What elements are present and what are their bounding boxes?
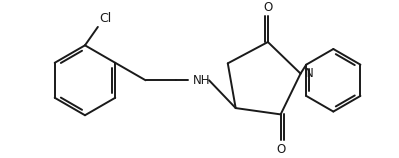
Text: NH: NH bbox=[192, 74, 210, 87]
Text: Cl: Cl bbox=[99, 12, 111, 25]
Text: N: N bbox=[305, 67, 314, 80]
Text: O: O bbox=[263, 0, 273, 14]
Text: O: O bbox=[276, 143, 285, 156]
